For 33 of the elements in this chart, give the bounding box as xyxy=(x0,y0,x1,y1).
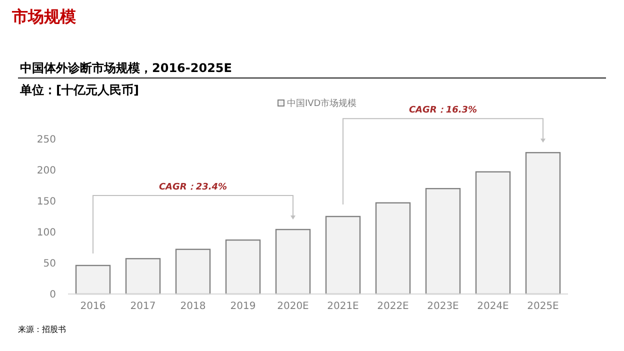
x-tick-label: 2019 xyxy=(230,301,256,312)
y-tick-label: 100 xyxy=(36,228,56,238)
bar xyxy=(75,264,111,295)
y-tick-label: 0 xyxy=(50,290,56,300)
x-tick-label: 2022E xyxy=(377,301,409,312)
bar xyxy=(375,202,411,295)
x-tick-label: 2021E xyxy=(327,301,359,312)
annotation: CAGR：23.4% xyxy=(158,182,228,193)
y-tick-label: 250 xyxy=(36,134,56,146)
legend-label: 中国IVD市场规模 xyxy=(287,98,357,109)
source-note: 来源：招股书 xyxy=(18,325,66,334)
x-tick-label: 2023E xyxy=(427,301,459,312)
x-tick-label: 2020E xyxy=(277,301,309,312)
bar xyxy=(175,248,211,295)
x-tick-label: 2018 xyxy=(180,301,206,312)
bar xyxy=(425,188,461,295)
chart-title: 中国体外诊断市场规模，2016-2025E xyxy=(20,61,232,75)
x-tick-label: 2017 xyxy=(130,301,156,312)
text: 市场规模 xyxy=(11,7,76,26)
x-tick-label: 2025E xyxy=(527,301,559,312)
x-tick-label: 2024E xyxy=(477,301,509,312)
y-tick-label: 150 xyxy=(36,196,56,208)
bar xyxy=(125,258,161,295)
y-tick-label: 200 xyxy=(36,166,56,176)
text: CAGR：16.3% xyxy=(408,106,478,116)
chart-subtitle: 单位：[十亿元人民币] xyxy=(19,83,139,97)
bar xyxy=(525,152,561,295)
bar xyxy=(325,216,361,295)
bar xyxy=(275,228,311,295)
x-tick-label: 2016 xyxy=(80,301,106,312)
bar xyxy=(225,239,261,295)
bar xyxy=(475,171,511,295)
y-tick-label: 50 xyxy=(43,258,56,270)
